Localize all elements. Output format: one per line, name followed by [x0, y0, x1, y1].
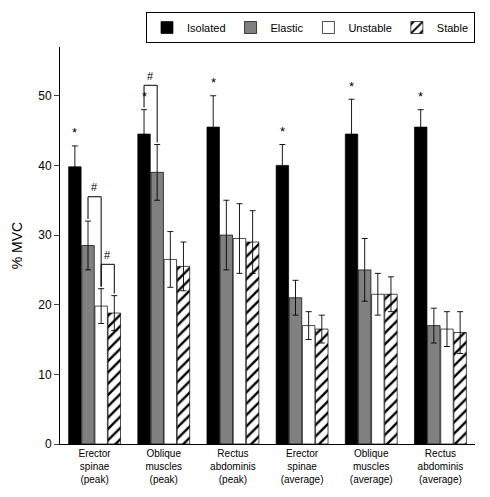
svg-text:Stable: Stable — [437, 22, 468, 34]
svg-text:Rectusabdominis(average): Rectusabdominis(average) — [418, 448, 464, 485]
svg-text:#: # — [91, 181, 98, 193]
svg-text:30: 30 — [38, 228, 52, 242]
svg-text:*: * — [211, 75, 216, 90]
svg-text:Obliquemuscles(average): Obliquemuscles(average) — [350, 448, 393, 485]
svg-text:% MVC: % MVC — [9, 222, 25, 269]
svg-text:Erectorspinae(average): Erectorspinae(average) — [281, 448, 324, 485]
svg-text:40: 40 — [38, 159, 52, 173]
svg-text:Elastic: Elastic — [271, 22, 304, 34]
svg-text:50: 50 — [38, 89, 52, 103]
svg-text:*: * — [418, 89, 423, 104]
svg-text:0: 0 — [45, 437, 52, 451]
svg-text:Rectusabdominis(peak): Rectusabdominis(peak) — [210, 448, 256, 485]
svg-text:*: * — [142, 89, 147, 104]
svg-text:Obliquemuscles(peak): Obliquemuscles(peak) — [145, 448, 182, 485]
svg-text:Erectorspinae(peak): Erectorspinae(peak) — [78, 448, 111, 485]
svg-text:Unstable: Unstable — [348, 22, 391, 34]
svg-text:#: # — [147, 70, 154, 82]
svg-text:Isolated: Isolated — [187, 22, 226, 34]
svg-text:*: * — [349, 79, 354, 94]
svg-text:*: * — [280, 124, 285, 139]
svg-text:*: * — [72, 125, 77, 140]
svg-text:#: # — [104, 249, 111, 261]
svg-text:10: 10 — [38, 368, 52, 382]
svg-text:20: 20 — [38, 298, 52, 312]
